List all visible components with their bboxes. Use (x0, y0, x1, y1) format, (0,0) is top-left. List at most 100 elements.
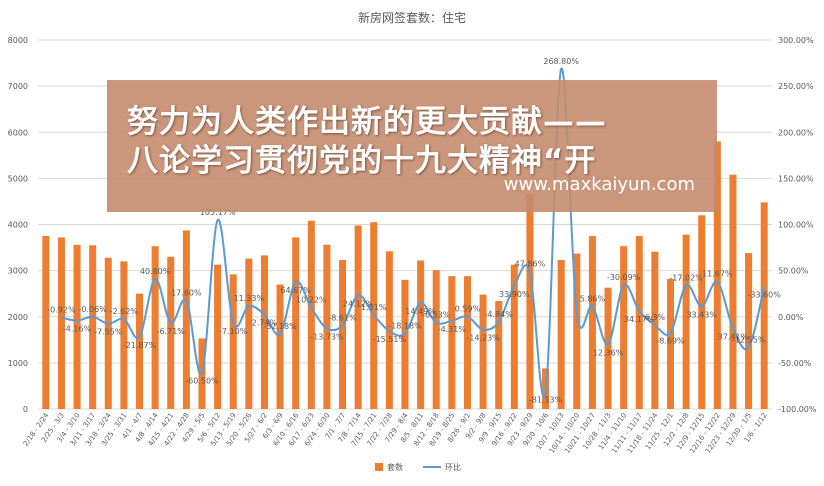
data-label: -12.55% (732, 336, 766, 345)
data-label: -18.18% (388, 322, 422, 331)
bar (760, 202, 768, 409)
data-label: -0.06% (79, 305, 108, 314)
bar (682, 234, 690, 409)
data-label: -32.18% (263, 322, 297, 331)
data-label: 11.67% (702, 270, 733, 279)
watermark-banner: 努力为人类作出新的更大贡献—— 八论学习贯彻党的十九大精神“开 www.maxk… (107, 80, 717, 212)
data-label: 105.17% (200, 208, 236, 217)
bar (229, 274, 237, 409)
bar (323, 244, 331, 409)
bar (120, 261, 128, 409)
data-label: 1.51% (361, 303, 387, 312)
bar (604, 287, 612, 409)
bar (745, 253, 753, 409)
bar (339, 260, 347, 409)
data-label: 40.80% (140, 267, 171, 276)
y-right-tick-label: 50.00% (778, 267, 809, 276)
y-right-tick-label: 250.00% (778, 82, 814, 91)
data-label: 10.22% (296, 296, 327, 305)
y-right-tick-label: 200.00% (778, 128, 814, 137)
bar (510, 264, 518, 409)
data-label: -13.73% (310, 332, 344, 341)
bar (463, 276, 471, 409)
data-label: -7.55% (94, 328, 123, 337)
data-label: -81.13% (529, 396, 563, 405)
y-left-tick-label: 5000 (8, 174, 28, 183)
bar (245, 258, 253, 409)
bar (713, 141, 721, 409)
y-left-tick-label: 3000 (8, 267, 28, 276)
data-label: -4.16% (63, 325, 92, 334)
y-right-tick-label: 300.00% (778, 36, 814, 45)
y-left-tick-label: 2000 (8, 313, 28, 322)
bar (588, 236, 596, 409)
y-right-tick-label: 100.00% (778, 221, 814, 230)
legend-label-bar: 套数 (387, 462, 403, 472)
data-label: 33.43% (686, 310, 717, 319)
bar (448, 276, 456, 409)
bar (104, 257, 112, 409)
data-label: -4.31% (438, 325, 467, 334)
bar (354, 225, 362, 409)
bar (495, 301, 503, 409)
y-left-tick-label: 4000 (8, 221, 28, 230)
watermark-line-2: 八论学习贯彻党的十九大精神“开 (127, 143, 597, 179)
data-label: -6.53% (422, 311, 451, 320)
data-label: 17.60% (171, 289, 202, 298)
data-label: -17.02% (669, 273, 703, 282)
data-label: -60.50% (185, 377, 219, 386)
y-left-tick-label: 0 (23, 405, 28, 414)
bar (182, 230, 190, 409)
bar (42, 236, 50, 409)
y-left-tick-label: 8000 (8, 36, 28, 45)
data-label: 24.12% (343, 299, 374, 308)
data-label: 11.33% (234, 294, 265, 303)
bar (57, 237, 65, 409)
data-label: 14.49% (405, 307, 436, 316)
data-label: -2.62% (110, 307, 139, 316)
data-label: 2.74% (252, 319, 278, 328)
data-label: -30.09% (607, 273, 641, 282)
bar (417, 260, 425, 409)
data-label: -7.10% (219, 327, 248, 336)
data-label: -0.92% (47, 306, 76, 315)
line-series-mom (61, 67, 766, 398)
bar (89, 245, 97, 409)
bar (401, 279, 409, 409)
bar (276, 284, 284, 409)
data-label: -33.60% (747, 291, 781, 300)
bar (432, 270, 440, 409)
bar (151, 246, 159, 409)
data-label: 33.90% (499, 290, 530, 299)
data-label: -6.71% (157, 327, 186, 336)
bar (73, 244, 81, 409)
y-left-tick-label: 1000 (8, 359, 28, 368)
bar (557, 260, 565, 409)
data-label: 47.86% (515, 260, 546, 269)
data-label: 37.41% (718, 332, 749, 341)
bar (307, 220, 315, 409)
data-label: 268.80% (543, 57, 579, 66)
data-label: -15.51% (373, 335, 407, 344)
bar (526, 194, 534, 409)
data-label: 34.17% (624, 315, 655, 324)
data-label: -14.23% (466, 334, 500, 343)
bar (635, 236, 643, 409)
bar (573, 253, 581, 409)
watermark-line-1: 努力为人类作出新的更大贡献—— (127, 104, 607, 140)
y-left-tick-label: 6000 (8, 128, 28, 137)
bar (135, 293, 144, 409)
legend-label-line: 环比 (445, 462, 461, 472)
data-label: 64.67% (280, 286, 311, 295)
chart-title: 新房网签套数：住宅 (358, 10, 466, 25)
y-right-tick-label: -100.00% (778, 405, 817, 414)
bar (167, 256, 175, 409)
data-label: 12.36% (593, 348, 624, 357)
legend-swatch-bar (375, 463, 383, 471)
watermark-url: www.maxkaiyun.com (503, 174, 695, 195)
data-label: -4.84% (485, 310, 514, 319)
data-label: -8.61% (328, 313, 357, 322)
bar (729, 174, 737, 409)
data-label: 5.86% (580, 294, 606, 303)
